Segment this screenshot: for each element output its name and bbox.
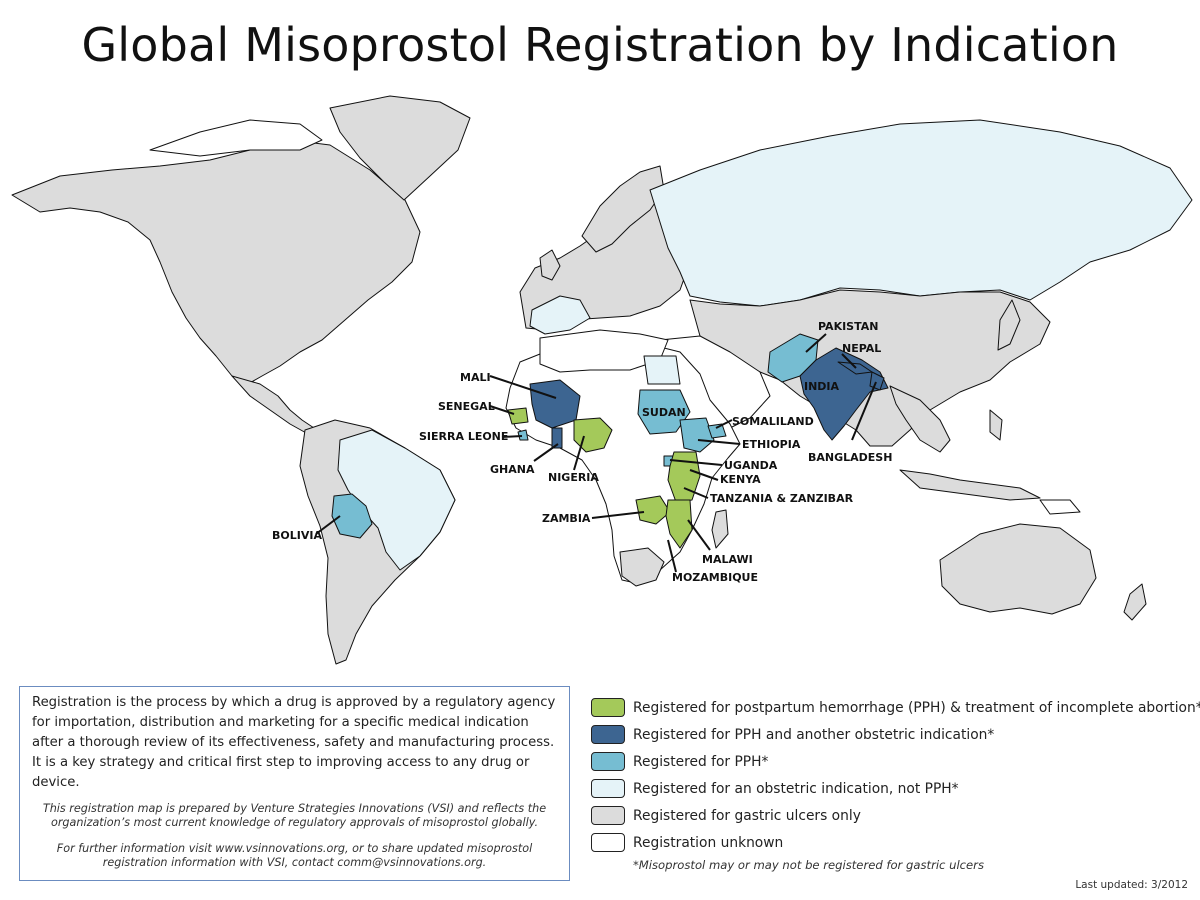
bolivia: [331, 493, 373, 539]
legend-swatch: [591, 833, 625, 852]
label-sudan: SUDAN: [642, 406, 686, 419]
label-somaliland: SOMALILAND: [732, 415, 814, 428]
label-ethiopia: ETHIOPIA: [742, 438, 801, 451]
leader-zambia: [591, 511, 645, 519]
canada-islands: [149, 119, 323, 157]
legend: Registered for postpartum hemorrhage (PP…: [591, 694, 1200, 872]
info-prepared-note: This registration map is prepared by Ven…: [42, 802, 547, 829]
info-contact-note: For further information visit www.vsinno…: [56, 842, 533, 869]
map-title: Global Misoprostol Registration by Indic…: [81, 18, 1119, 72]
landmasses: [11, 95, 1193, 665]
leader-malawi: [687, 519, 711, 551]
legend-label: Registered for gastric ulcers only: [633, 807, 861, 824]
leader-uganda: [669, 459, 723, 466]
legend-swatch: [591, 806, 625, 825]
label-mozambique: MOZAMBIQUE: [672, 571, 758, 584]
label-pakistan: PAKISTAN: [818, 320, 878, 333]
label-nigeria: NIGERIA: [548, 471, 599, 484]
leader-mozambique: [667, 539, 677, 573]
legend-item: Registered for an obstetric indication, …: [591, 775, 1191, 802]
france-spain: [529, 295, 591, 335]
png: [1039, 499, 1081, 515]
sudan: [637, 389, 691, 435]
mali: [529, 379, 581, 429]
central-america: [231, 375, 315, 435]
legend-label: Registered for PPH and another obstetric…: [633, 726, 995, 743]
legend-item: Registered for PPH*: [591, 748, 1191, 775]
leader-ghana: [533, 443, 559, 462]
legend-item: Registration unknown: [591, 829, 1191, 856]
leader-lines: [315, 333, 877, 573]
label-kenya: KENYA: [720, 473, 761, 486]
legend-footnote: *Misoprostol may or may not be registere…: [633, 858, 984, 872]
label-bangladesh: BANGLADESH: [808, 451, 892, 464]
brazil: [337, 429, 456, 571]
leader-bolivia: [315, 515, 341, 535]
label-sierra-leone: SIERRA LEONE: [419, 430, 508, 443]
indonesia: [899, 469, 1041, 501]
russia: [649, 119, 1193, 307]
sierra-leone: [517, 429, 529, 441]
leader-kenya: [689, 469, 719, 481]
senegal: [507, 407, 529, 425]
new-zealand: [1123, 583, 1147, 621]
leader-tanzania: [683, 487, 709, 499]
label-tanzania: TANZANIA & ZANZIBAR: [710, 492, 854, 505]
label-bolivia: BOLIVIA: [272, 529, 322, 542]
leader-somaliland: [715, 419, 733, 429]
madagascar: [711, 509, 729, 549]
malawi-mozambique: [665, 499, 693, 549]
country-labels: PAKISTAN NEPAL INDIA BANGLADESH MALI SEN…: [272, 320, 892, 584]
legend-swatch: [591, 698, 625, 717]
legend-swatch: [591, 725, 625, 744]
info-box: Registration is the process by which a d…: [19, 686, 570, 881]
egypt: [643, 355, 681, 385]
leader-senegal: [489, 405, 515, 415]
legend-label: Registered for postpartum hemorrhage (PP…: [633, 699, 1200, 716]
legend-item: Registered for PPH and another obstetric…: [591, 721, 1191, 748]
legend-label: Registered for an obstetric indication, …: [633, 780, 959, 797]
nigeria: [573, 417, 613, 453]
philippines: [989, 409, 1003, 441]
uk: [539, 249, 561, 281]
label-malawi: MALAWI: [702, 553, 753, 566]
world-map: PAKISTAN NEPAL INDIA BANGLADESH MALI SEN…: [0, 88, 1200, 668]
legend-swatch: [591, 752, 625, 771]
label-senegal: SENEGAL: [438, 400, 495, 413]
leader-sierra-leone: [501, 435, 523, 438]
label-zambia: ZAMBIA: [542, 512, 591, 525]
label-mali: MALI: [460, 371, 491, 384]
label-nepal: NEPAL: [842, 342, 881, 355]
legend-label: Registered for PPH*: [633, 753, 769, 770]
info-main-text: Registration is the process by which a d…: [32, 695, 556, 790]
legend-swatch: [591, 779, 625, 798]
ghana: [551, 427, 563, 449]
label-uganda: UGANDA: [724, 459, 778, 472]
legend-item: Registered for postpartum hemorrhage (PP…: [591, 694, 1200, 721]
leader-nigeria: [573, 435, 585, 471]
greenland: [329, 95, 471, 201]
zambia: [635, 495, 671, 525]
leader-bangladesh: [851, 381, 877, 441]
leader-nepal: [841, 353, 857, 369]
legend-item: Registered for gastric ulcers only: [591, 802, 1191, 829]
japan: [997, 299, 1021, 351]
label-ghana: GHANA: [490, 463, 535, 476]
australia: [939, 523, 1097, 615]
leader-mali: [489, 375, 557, 399]
label-india: INDIA: [804, 380, 840, 393]
legend-label: Registration unknown: [633, 834, 784, 851]
leader-ethiopia: [697, 439, 741, 445]
north-america: [11, 139, 421, 385]
southeast-asia: [889, 385, 951, 453]
somaliland: [707, 423, 727, 439]
ethiopia: [679, 417, 715, 453]
leader-pakistan: [805, 333, 827, 353]
last-updated: Last updated: 3/2012: [1075, 879, 1188, 891]
southern-africa: [619, 547, 665, 587]
